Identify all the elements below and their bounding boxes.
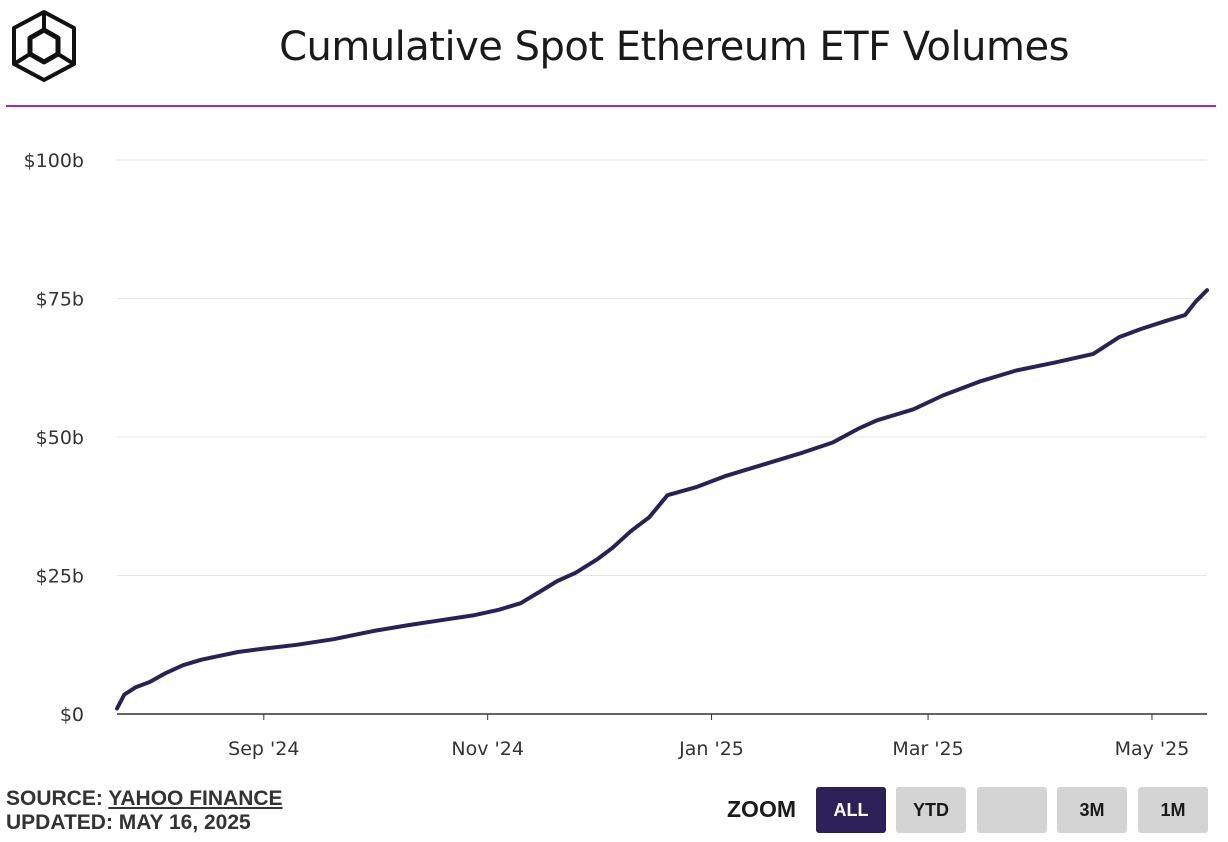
brand-logo-icon <box>12 10 76 82</box>
x-tick-label: Sep '24 <box>228 738 299 760</box>
x-tick-label: Jan '25 <box>678 738 744 760</box>
source-line: SOURCE: YAHOO FINANCE <box>6 787 283 811</box>
y-tick-label: $75b <box>36 289 84 311</box>
x-tick-label: Nov '24 <box>451 738 524 760</box>
y-tick-label: $50b <box>36 427 84 449</box>
y-tick-label: $25b <box>36 566 84 588</box>
updated-date: UPDATED: MAY 16, 2025 <box>6 811 251 834</box>
y-axis-ticks: $0 $25b $50b $75b $100b <box>24 150 84 726</box>
source-block: SOURCE: YAHOO FINANCE UPDATED: MAY 16, 2… <box>6 787 283 835</box>
source-label: SOURCE: <box>6 787 109 810</box>
zoom-ytd-button[interactable]: YTD <box>896 787 966 833</box>
line-chart: $0 $25b $50b $75b $100b Sep '24 Nov '24 Jan '2… <box>24 150 1209 760</box>
zoom-1m-button[interactable]: 1M <box>1138 787 1208 833</box>
series-line-cumulative-volume <box>115 288 1209 711</box>
source-link[interactable]: YAHOO FINANCE <box>108 787 283 810</box>
x-axis-ticks: Sep '24 Nov '24 Jan '25 Mar '25 May '25 <box>228 714 1189 760</box>
x-tick-label: May '25 <box>1115 738 1190 760</box>
zoom-blank-button[interactable] <box>977 787 1047 833</box>
x-tick-label: Mar '25 <box>892 738 963 760</box>
header-divider <box>6 105 1216 107</box>
y-tick-label: $100b <box>24 150 84 172</box>
zoom-3m-button[interactable]: 3M <box>1057 787 1127 833</box>
zoom-label: ZOOM <box>727 796 796 822</box>
gridlines <box>117 159 1207 576</box>
y-tick-label: $0 <box>60 704 84 726</box>
zoom-all-button[interactable]: ALL <box>816 787 886 833</box>
chart-title: Cumulative Spot Ethereum ETF Volumes <box>279 24 1069 70</box>
